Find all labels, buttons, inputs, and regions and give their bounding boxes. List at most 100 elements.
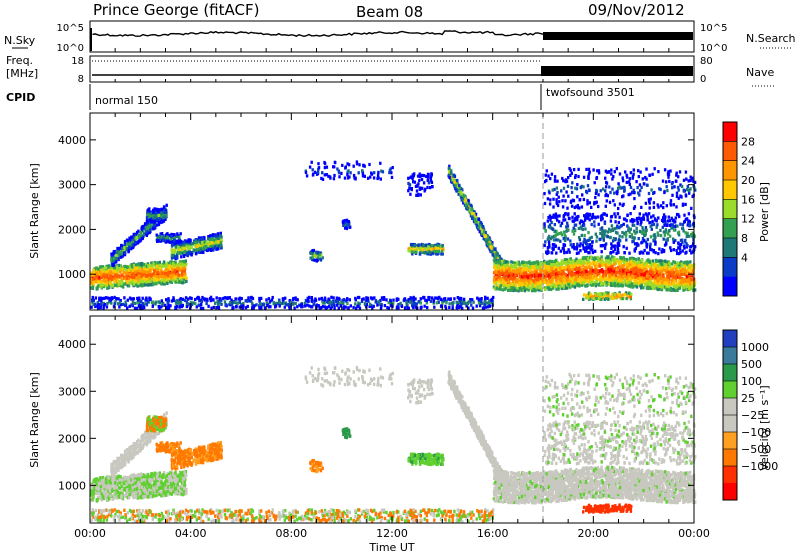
power-cell: [106, 283, 109, 287]
power-cell: [150, 277, 153, 281]
power-cell: [119, 298, 122, 303]
power-cell: [136, 277, 140, 281]
freq-panel: Freq. [MHz] 18 8 80 0 Nave: [6, 54, 776, 87]
power-cell: [465, 304, 468, 308]
power-cell: [178, 240, 181, 244]
power-cell: [155, 217, 159, 222]
power-cell: [149, 218, 152, 222]
power-cell: [459, 190, 463, 194]
power-cell: [184, 296, 188, 300]
power-cell: [201, 250, 204, 254]
power-cell: [112, 269, 115, 273]
power-cell: [316, 258, 319, 262]
power-cell: [165, 305, 168, 309]
power-cell: [490, 297, 494, 301]
power-cell: [93, 276, 96, 280]
power-cell: [379, 298, 382, 303]
power-cell: [484, 298, 487, 302]
power-cell: [317, 162, 320, 166]
power-cell: [323, 305, 327, 309]
power-cell: [434, 296, 437, 300]
power-cell: [472, 300, 475, 304]
power-cell: [93, 273, 96, 277]
power-cell: [137, 229, 140, 233]
power-cell: [474, 212, 478, 216]
power-cell: [121, 302, 125, 306]
power-cell: [347, 223, 350, 227]
power-cell: [269, 305, 272, 309]
power-cell: [308, 165, 312, 169]
power-cell: [194, 301, 197, 306]
power-cell: [303, 301, 307, 305]
power-cell: [406, 299, 410, 304]
power-cell: [92, 278, 95, 282]
power-cell: [154, 217, 157, 221]
power-cell: [131, 274, 134, 278]
power-cell: [411, 252, 414, 256]
power-cell: [105, 275, 108, 279]
power-cell: [593, 258, 596, 262]
power-cell: [127, 284, 131, 288]
power-cell: [412, 305, 415, 310]
power-cell: [167, 303, 170, 307]
power-cell: [220, 235, 223, 239]
power-cell: [335, 296, 339, 300]
power-cell: [408, 298, 412, 302]
nsky-tick-bottom: 10^0: [57, 43, 84, 54]
power-cell: [331, 303, 334, 307]
power-cell: [187, 244, 190, 248]
power-cell: [478, 223, 482, 227]
power-cell: [157, 222, 160, 226]
power-cell: [130, 297, 133, 301]
power-cell: [148, 268, 152, 272]
power-cell: [143, 226, 146, 230]
power-cell: [477, 225, 481, 229]
power-cell: [131, 300, 135, 304]
power-cell: [417, 182, 420, 186]
power-cell: [146, 229, 150, 233]
power-cell: [178, 244, 182, 248]
power-cell: [111, 260, 114, 264]
power-cell: [347, 220, 351, 224]
power-cell: [352, 164, 355, 168]
power-cell: [321, 301, 325, 305]
power-cell: [162, 302, 165, 306]
power-cell: [262, 302, 265, 306]
power-cell: [97, 276, 101, 280]
freq-dense-block: [541, 66, 693, 76]
power-cell: [179, 266, 182, 270]
power-cell: [483, 233, 486, 237]
power-cell: [153, 277, 156, 281]
power-cell: [178, 267, 182, 272]
power-cell: [92, 298, 95, 302]
power-cell: [132, 263, 136, 267]
power-cell: [113, 279, 116, 283]
power-cell: [102, 273, 105, 277]
cpid-mode-2: twofsound 3501: [546, 86, 635, 99]
power-cell: [183, 275, 186, 279]
power-cell: [205, 301, 208, 306]
power-cell: [183, 264, 186, 268]
power-cell: [112, 252, 115, 256]
power-cell: [167, 299, 171, 303]
power-cell: [486, 244, 489, 248]
power-cell: [136, 241, 139, 245]
power-cell: [379, 161, 382, 165]
power-cell: [165, 268, 169, 272]
station-title: Prince George (fitACF): [93, 1, 259, 19]
power-cell: [134, 278, 138, 282]
power-cell: [272, 301, 275, 305]
power-cell: [171, 243, 175, 247]
power-cell: [220, 298, 223, 302]
power-cell: [154, 260, 157, 265]
power-cell: [245, 299, 248, 303]
power-cell: [414, 297, 417, 301]
power-cell: [135, 276, 138, 280]
power-cell: [157, 239, 160, 243]
power-cell: [481, 306, 485, 310]
power-cell: [354, 296, 357, 300]
power-cell: [152, 208, 155, 212]
power-cell: [321, 171, 324, 175]
power-cell: [92, 268, 95, 272]
power-cell: [160, 213, 164, 217]
